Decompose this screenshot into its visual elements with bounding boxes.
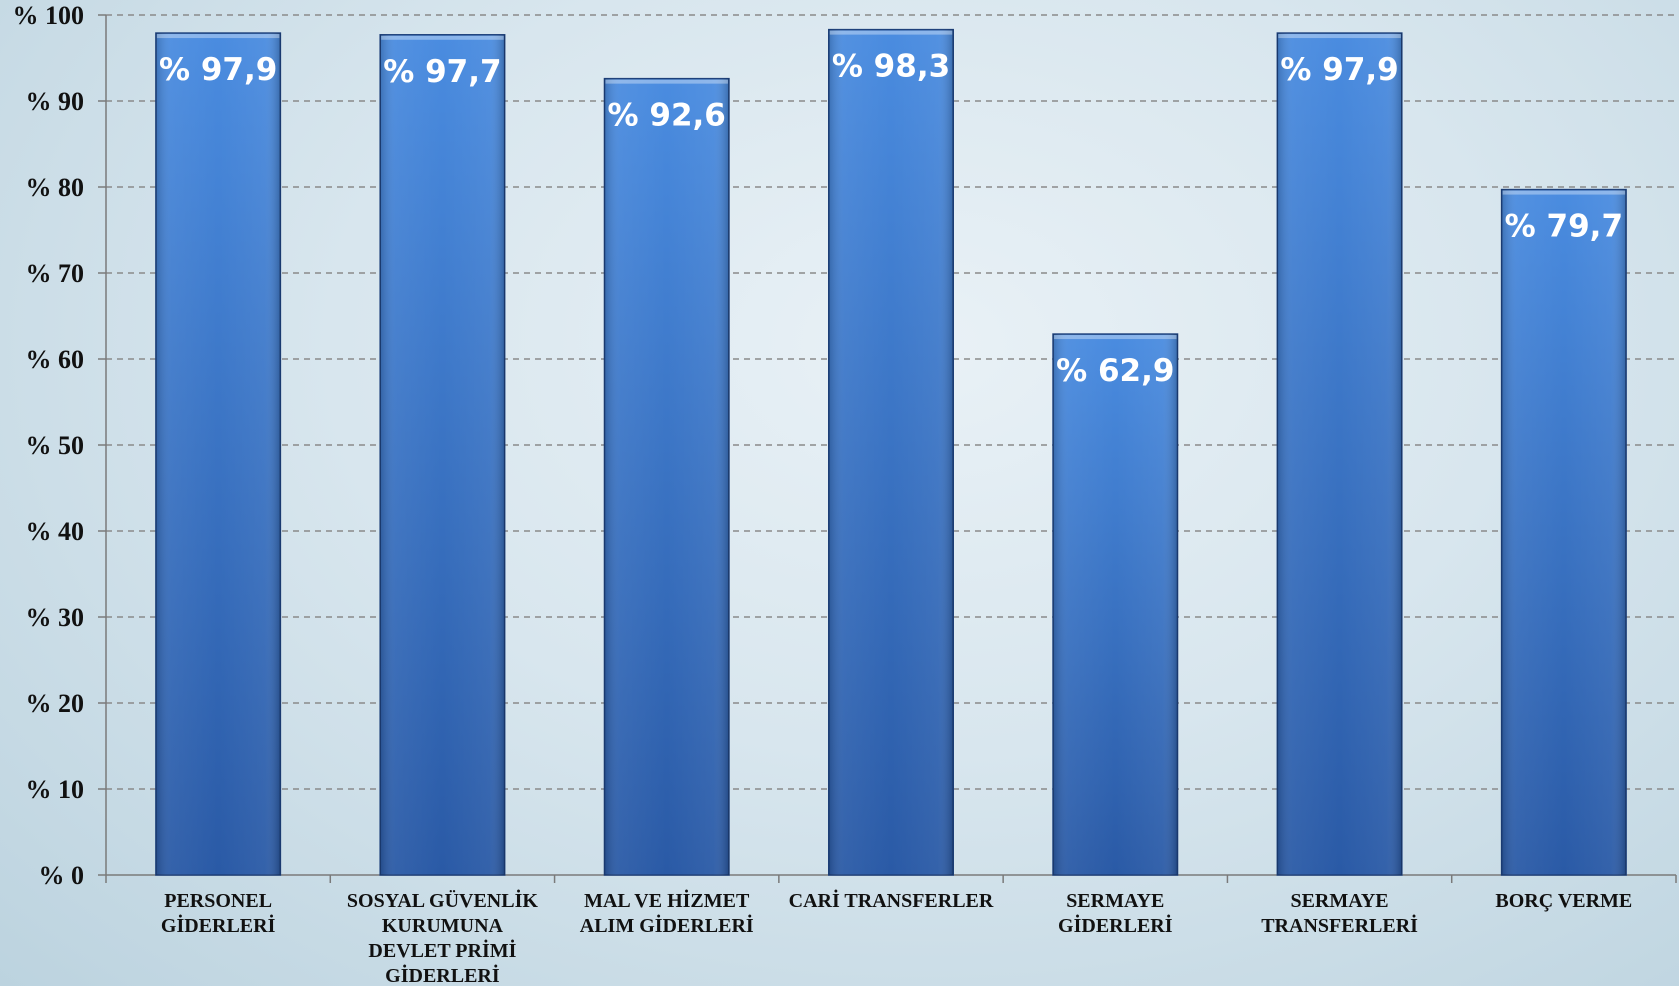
y-tick-label: % 100 xyxy=(13,1,85,30)
y-tick-label: % 50 xyxy=(26,431,85,460)
bar xyxy=(155,32,282,876)
bar xyxy=(1052,333,1179,876)
y-tick-label: % 80 xyxy=(26,173,85,202)
y-tick-label: % 60 xyxy=(26,345,85,374)
bar xyxy=(1500,188,1627,876)
bar-value-label: % 97,9 xyxy=(1280,52,1398,88)
y-tick-label: % 30 xyxy=(26,603,85,632)
y-tick-label: % 40 xyxy=(26,517,85,546)
bars xyxy=(155,28,1627,876)
bar-value-label: % 62,9 xyxy=(1056,353,1174,389)
bar-value-label: % 97,7 xyxy=(383,54,501,90)
x-category-label: MAL VE HİZMET ALIM GİDERLERİ xyxy=(580,888,754,937)
bar xyxy=(828,28,954,876)
y-axis-tick-labels: % 0 % 10 % 20 % 30 % 40 % 50 % 60 % 70 % 80 % 90%… xyxy=(13,1,85,890)
x-category-label: BORÇ VERME xyxy=(1495,890,1632,912)
y-tick-label: % 90 xyxy=(26,87,85,116)
y-tick-label: % 20 xyxy=(26,689,85,718)
bar-value-label: % 98,3 xyxy=(832,49,950,85)
y-tick-label: % 70 xyxy=(26,259,85,288)
bar xyxy=(603,77,730,876)
x-axis-category-labels: PERSONEL GİDERLERİ SOSYAL GÜVENLİK KURUMUNA… xyxy=(161,888,1632,986)
bar xyxy=(1276,32,1403,876)
bar-value-label: % 97,9 xyxy=(159,52,277,88)
bar xyxy=(379,34,506,876)
bar-value-label: % 92,6 xyxy=(608,98,726,134)
x-category-label: SOSYAL GÜVENLİK KURUMUNA DEVLET PRİMİ GİDER… xyxy=(347,888,538,986)
x-category-label: SERMAYE TRANSFERLERİ xyxy=(1261,890,1418,937)
data-labels: % 97,9 % 97,7 % 92,6 % 98,3 % 62,9 % 97,9 % 79… xyxy=(159,49,1623,389)
y-tick-label: % 10 xyxy=(26,775,85,804)
x-category-label: PERSONEL GİDERLERİ xyxy=(161,890,276,937)
x-category-label: SERMAYE GİDERLERİ xyxy=(1058,890,1173,937)
bar-value-label: % 79,7 xyxy=(1505,209,1623,245)
x-category-label: CARİ TRANSFERLER xyxy=(789,888,994,912)
y-tick-label: % 0 xyxy=(39,861,85,890)
